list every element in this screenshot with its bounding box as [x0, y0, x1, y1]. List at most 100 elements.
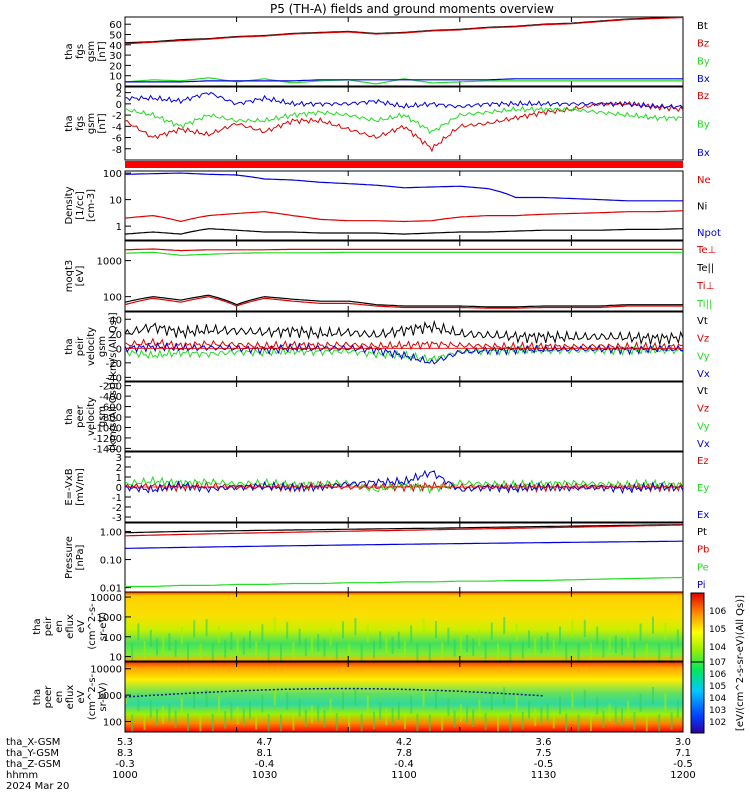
series-density-ne — [124, 210, 683, 223]
spectrogram-streak — [348, 643, 351, 661]
spectrogram-streak — [329, 628, 332, 646]
spectrogram-streak — [484, 641, 487, 660]
spectrogram-streak — [267, 643, 270, 661]
legend-te: Te⊥ — [696, 245, 716, 256]
spectrogram-streak — [273, 617, 276, 635]
spectrogram-streak — [205, 619, 208, 637]
spectrogram-streak — [224, 640, 227, 658]
xaxis-value: -0.4 — [255, 759, 275, 770]
panel-ylabel: peer — [43, 685, 54, 709]
y-tick-label: 1 — [116, 222, 122, 233]
spectrogram-streak — [385, 707, 388, 726]
spectrogram-streak — [428, 643, 431, 661]
spectrogram-streak — [205, 689, 208, 708]
spectrogram-streak — [459, 704, 462, 722]
spectrogram-streak — [676, 700, 679, 718]
spectrogram-streak — [614, 706, 617, 724]
panel-peir-spectrogram: tha peir en eflux eV (cm^2-s-sr-eV) 10 100 1000 1… — [32, 591, 684, 664]
y-tick-label: -2 — [112, 111, 122, 122]
legend-ne: Ne — [697, 175, 711, 186]
panel-ylabel: fgs — [75, 116, 86, 131]
spectrogram-streak — [379, 631, 382, 649]
y-tick-label: -600 — [99, 403, 122, 414]
spectrogram-streak — [311, 634, 313, 652]
panel-ylabel: (cm^2-s- — [87, 673, 98, 720]
spectrogram-streak — [652, 616, 654, 634]
panel-ylabel: gsm — [97, 406, 108, 427]
spectrogram-streak — [577, 643, 580, 661]
series-fgs-magnitude-bz — [124, 16, 684, 45]
xaxis-value: 3.6 — [536, 737, 552, 748]
xaxis-value: 8.1 — [257, 748, 273, 759]
spectrogram-streak — [187, 642, 189, 660]
xaxis-value: 7.8 — [396, 748, 412, 759]
y-tick-label: -20 — [106, 359, 122, 370]
xaxis-value: 7.5 — [536, 748, 552, 759]
spectrogram-streak — [503, 616, 506, 635]
legend-bx: Bx — [697, 148, 710, 159]
series-peir-velocity-vt — [124, 319, 684, 346]
spectrogram-streak — [490, 622, 493, 640]
xaxis-value: 1100 — [391, 770, 416, 781]
spectrogram-streak — [267, 714, 270, 732]
spectrogram-streak — [273, 687, 276, 706]
spectrogram-streak — [199, 643, 202, 661]
xaxis-value: -0.3 — [115, 759, 135, 770]
spectrogram-streak — [143, 712, 146, 730]
spectrogram-streak — [304, 709, 307, 728]
spectrogram-streak — [670, 712, 673, 731]
legend-bt: Bt — [697, 21, 708, 32]
spectrogram-streak — [304, 638, 307, 657]
spectrogram-streak — [639, 694, 642, 712]
y-tick-label: 40 — [109, 315, 122, 326]
series-temperature-te — [124, 294, 683, 308]
panel-frame — [124, 381, 684, 452]
spectrogram-streak — [627, 630, 630, 648]
spectrogram-streak — [137, 623, 140, 641]
spectrogram-streak — [298, 699, 301, 717]
series-efield-ez — [124, 480, 684, 494]
legend-bz: Bz — [697, 91, 709, 102]
xaxis-row-label: tha_X-GSM — [6, 737, 60, 748]
series-peir-velocity-vz — [124, 337, 684, 353]
spectrogram-streak — [614, 635, 617, 653]
spectrogram-streak — [571, 619, 574, 637]
spectrogram-streak — [323, 709, 326, 728]
spectrogram-streak — [261, 624, 264, 642]
spectrogram-streak — [156, 638, 158, 656]
panel-ylabel: tha — [32, 618, 43, 634]
y-tick-label: 0.01 — [100, 584, 122, 595]
spectrogram-streak — [453, 710, 456, 728]
series-fgs-components-bx — [124, 91, 684, 110]
colorbar-tick: 105 — [709, 682, 726, 692]
y-tick-label: -40 — [106, 373, 122, 384]
series-pressure-pt — [125, 524, 684, 534]
spectrogram-streak — [645, 643, 648, 661]
plot-title: P5 (TH-A) fields and ground moments over… — [270, 2, 554, 16]
spectrogram-streak — [422, 688, 425, 707]
panel-frame — [124, 661, 684, 733]
spectrogram-streak — [391, 707, 394, 725]
spectrogram-streak — [534, 708, 537, 726]
legend-ni: Ni — [697, 202, 707, 213]
colorbar-tick: 106 — [709, 607, 726, 617]
spectrogram-streak — [428, 714, 431, 732]
y-tick-label: 3 — [116, 453, 122, 464]
spectrogram-streak — [435, 691, 437, 709]
legend-te: Te|| — [696, 263, 714, 274]
series-fgs-magnitude-bx — [125, 78, 683, 83]
spectrogram-streak — [280, 714, 282, 732]
panel-ylabel: peir — [75, 336, 86, 356]
panel-ylabel: moqt3 — [64, 260, 75, 293]
spectrogram-streak — [441, 642, 444, 660]
spectrogram-streak — [286, 692, 289, 711]
spectrogram-streak — [540, 706, 543, 725]
panel-fgs-components: tha fgs gsm [nT] -8-6-4-202 Bz By Bx — [64, 86, 710, 161]
xaxis-value: 4.2 — [396, 737, 412, 748]
spectrogram-streak — [125, 616, 127, 634]
spectrogram-streak — [224, 711, 227, 729]
spectrogram-streak — [255, 641, 258, 659]
panel-ylabel: en — [54, 691, 65, 704]
spectrogram-streak — [404, 640, 406, 659]
spectrogram-streak — [590, 642, 592, 661]
